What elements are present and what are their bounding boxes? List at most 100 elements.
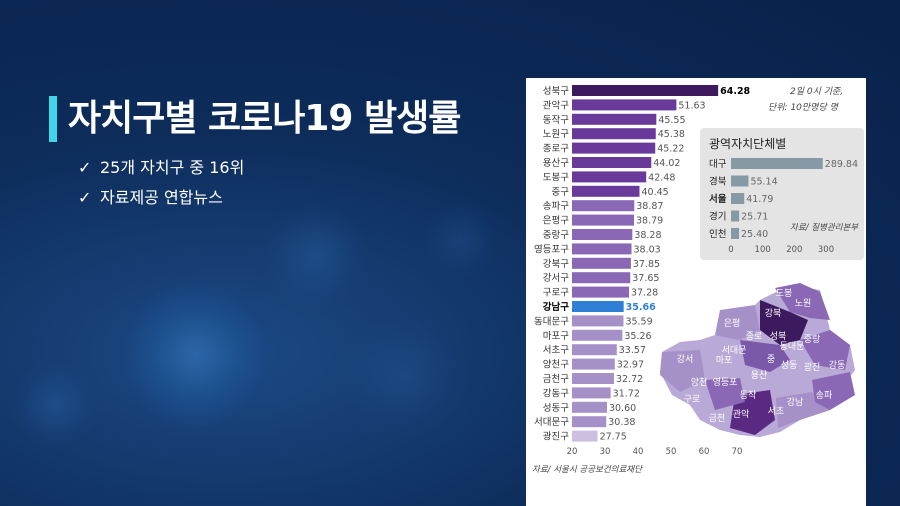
- inset-bar: [731, 228, 740, 239]
- inset-x-tick-label: 200: [786, 245, 802, 255]
- inset-category-label: 대구: [709, 159, 727, 170]
- value-label: 64.28: [720, 86, 750, 97]
- value-label: 37.28: [631, 288, 658, 299]
- bar: [572, 185, 640, 197]
- bullet-text: 25개 자치구 중 16위: [100, 158, 245, 177]
- bullet-item: ✓ 25개 자치구 중 16위: [78, 154, 244, 178]
- chart-note-date: 2일 0시 기준,: [790, 87, 844, 97]
- x-tick-label: 60: [699, 447, 710, 457]
- bar: [572, 157, 652, 168]
- inset-title: 광역자치단체별: [709, 137, 786, 151]
- inset-value-label: 25.40: [741, 229, 768, 240]
- category-label: 양천구: [543, 360, 569, 371]
- value-label: 32.97: [617, 360, 644, 371]
- value-label: 37.85: [633, 259, 660, 270]
- inset-x-tick-label: 100: [755, 245, 771, 255]
- category-label: 구로구: [543, 288, 569, 299]
- source-label: 자료/ 서울시 공공보건의료재단: [532, 464, 643, 475]
- category-label: 용산구: [543, 158, 569, 169]
- category-label: 송파구: [543, 201, 569, 212]
- value-label: 35.26: [624, 331, 651, 342]
- value-label: 44.02: [653, 158, 680, 169]
- category-label: 노원구: [543, 129, 569, 140]
- category-label: 동대문구: [534, 316, 569, 327]
- category-label: 서초구: [543, 345, 569, 356]
- bar: [572, 286, 630, 298]
- regional-inset-panel: [700, 128, 864, 260]
- value-label: 51.63: [678, 100, 705, 111]
- bar: [572, 142, 656, 154]
- x-tick-label: 70: [732, 447, 743, 457]
- map-district-label: 광진: [804, 361, 821, 373]
- map-district-label: 종로: [746, 331, 763, 342]
- category-label: 성동구: [543, 403, 569, 414]
- value-label: 45.38: [658, 129, 685, 140]
- bar: [572, 99, 677, 111]
- value-label: 37.65: [632, 273, 659, 284]
- inset-bar: [731, 210, 740, 222]
- map-district-label: 서대문: [722, 345, 747, 356]
- map-district-label: 동대문: [780, 341, 805, 352]
- value-label: 42.48: [648, 172, 675, 183]
- check-icon: ✓: [78, 188, 92, 207]
- inset-bar: [731, 158, 823, 169]
- category-label: 동작구: [543, 115, 569, 126]
- bar: [572, 229, 633, 240]
- map-district-label: 강서: [677, 354, 694, 365]
- category-label: 강남구: [543, 301, 569, 313]
- category-label: 관악구: [543, 99, 569, 111]
- chart-note-unit: 단위: 10만명당 명: [768, 103, 838, 113]
- bar: [572, 301, 624, 312]
- inset-bar: [731, 193, 745, 204]
- map-district-label: 강남: [787, 397, 804, 408]
- x-tick-label: 20: [567, 447, 578, 457]
- map-district-label: 은평: [724, 318, 741, 329]
- bar: [572, 401, 607, 413]
- bar: [572, 243, 632, 255]
- map-shapes: [660, 283, 855, 437]
- map-district-label: 구로: [684, 394, 701, 405]
- value-label: 35.59: [625, 316, 652, 327]
- value-label: 45.55: [658, 115, 685, 126]
- bar: [572, 329, 623, 341]
- bar: [572, 373, 614, 384]
- title-accent-bar: [49, 96, 57, 142]
- virus-decoration: [260, 200, 370, 310]
- x-tick-label: 50: [666, 447, 677, 457]
- bar: [572, 214, 635, 226]
- bar: [572, 387, 611, 399]
- map-district-label: 동작: [740, 390, 757, 401]
- value-label: 32.72: [616, 374, 643, 385]
- value-label: 40.45: [641, 187, 668, 198]
- inset-category-label: 서울: [709, 193, 727, 205]
- value-label: 30.60: [609, 403, 636, 414]
- virus-decoration: [120, 280, 270, 430]
- category-label: 성북구: [543, 86, 569, 97]
- map-district-label: 송파: [816, 390, 833, 401]
- inset-value-label: 25.71: [741, 212, 768, 223]
- bar: [572, 171, 647, 183]
- category-label: 강서구: [543, 273, 569, 284]
- value-label: 38.28: [634, 230, 661, 241]
- bar: [572, 430, 598, 442]
- category-label: 강북구: [543, 259, 569, 270]
- bar: [572, 200, 635, 212]
- x-tick-label: 30: [600, 447, 611, 457]
- map-district-label: 금천: [709, 413, 726, 424]
- map-district-label: 관악: [733, 408, 750, 420]
- category-label: 영등포구: [534, 244, 569, 255]
- inset-category-label: 인천: [709, 229, 726, 240]
- map-district-label: 도봉: [776, 288, 793, 299]
- bar: [572, 272, 631, 284]
- map-district-label: 서초: [768, 406, 785, 417]
- bar: [572, 416, 607, 428]
- category-label: 서대문구: [534, 417, 569, 428]
- map-district-label: 중랑: [804, 333, 821, 345]
- category-label: 중구: [552, 187, 570, 198]
- inset-value-label: 289.84: [825, 159, 858, 170]
- inset-x-tick-label: 300: [818, 245, 834, 255]
- bar: [572, 257, 631, 269]
